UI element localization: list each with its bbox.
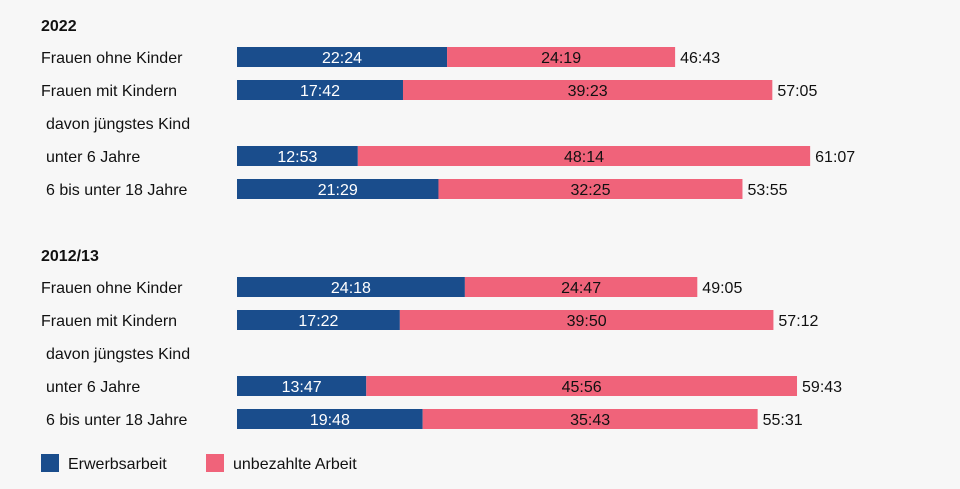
bar-total-label: 57:12 [778, 313, 818, 330]
bar-erwerbsarbeit [237, 409, 423, 429]
bar-value-unbezahlte-arbeit: 24:19 [541, 50, 581, 67]
bar-erwerbsarbeit [237, 310, 400, 330]
bar-value-erwerbsarbeit: 19:48 [310, 412, 350, 429]
bar-total-label: 57:05 [777, 83, 817, 100]
legend-label-erwerbsarbeit: Erwerbsarbeit [68, 456, 167, 473]
group-title-2022: 2022 [41, 18, 77, 35]
bar-erwerbsarbeit [237, 146, 358, 166]
bar-total-label: 55:31 [763, 412, 803, 429]
row-label-frauen-mit-kindern: Frauen mit Kindern [41, 83, 177, 100]
bar-total-label: 46:43 [680, 50, 720, 67]
bar-value-erwerbsarbeit: 12:53 [277, 149, 317, 166]
row-label-frauen-ohne-kinder: Frauen ohne Kinder [41, 280, 183, 297]
bar-erwerbsarbeit [237, 80, 403, 100]
bar-value-unbezahlte-arbeit: 35:43 [570, 412, 610, 429]
group-title-2012-13: 2012/13 [41, 248, 99, 265]
bar-erwerbsarbeit [237, 277, 465, 297]
bar-unbezahlte-arbeit [422, 409, 758, 429]
bar-unbezahlte-arbeit [357, 146, 811, 166]
bar-unbezahlte-arbeit [438, 179, 743, 199]
row-label-unter-6-jahre: unter 6 Jahre [46, 149, 140, 166]
bar-total-label: 59:43 [802, 379, 842, 396]
bar-value-unbezahlte-arbeit: 39:50 [567, 313, 607, 330]
bar-value-unbezahlte-arbeit: 48:14 [564, 149, 604, 166]
legend-swatch-unbezahlte-arbeit [206, 454, 224, 472]
bar-value-unbezahlte-arbeit: 39:23 [568, 83, 608, 100]
legend-label-unbezahlte-arbeit: unbezahlte Arbeit [233, 456, 357, 473]
row-label-6-bis-unter-18-jahre: 6 bis unter 18 Jahre [46, 182, 188, 199]
bar-total-label: 49:05 [702, 280, 742, 297]
bar-unbezahlte-arbeit [447, 47, 676, 67]
row-label-davon-juengstes-kind: davon jüngstes Kind [46, 116, 190, 133]
bar-erwerbsarbeit [237, 179, 439, 199]
bar-value-erwerbsarbeit: 22:24 [322, 50, 362, 67]
bar-value-unbezahlte-arbeit: 24:47 [561, 280, 601, 297]
bar-unbezahlte-arbeit [402, 80, 773, 100]
bar-value-unbezahlte-arbeit: 45:56 [562, 379, 602, 396]
bar-value-erwerbsarbeit: 17:22 [298, 313, 338, 330]
row-label-6-bis-unter-18-jahre: 6 bis unter 18 Jahre [46, 412, 188, 429]
legend-swatch-erwerbsarbeit [41, 454, 59, 472]
row-label-frauen-mit-kindern: Frauen mit Kindern [41, 313, 177, 330]
bar-unbezahlte-arbeit [399, 310, 774, 330]
bar-unbezahlte-arbeit [366, 376, 798, 396]
bar-erwerbsarbeit [237, 47, 448, 67]
bar-value-erwerbsarbeit: 13:47 [282, 379, 322, 396]
bar-total-label: 53:55 [747, 182, 787, 199]
bar-erwerbsarbeit [237, 376, 367, 396]
bar-total-label: 61:07 [815, 149, 855, 166]
row-label-unter-6-jahre: unter 6 Jahre [46, 379, 140, 396]
bar-value-erwerbsarbeit: 24:18 [331, 280, 371, 297]
bar-value-erwerbsarbeit: 17:42 [300, 83, 340, 100]
bar-value-erwerbsarbeit: 21:29 [318, 182, 358, 199]
row-label-frauen-ohne-kinder: Frauen ohne Kinder [41, 50, 183, 67]
bar-unbezahlte-arbeit [464, 277, 698, 297]
row-label-davon-juengstes-kind: davon jüngstes Kind [46, 346, 190, 363]
bar-value-unbezahlte-arbeit: 32:25 [570, 182, 610, 199]
